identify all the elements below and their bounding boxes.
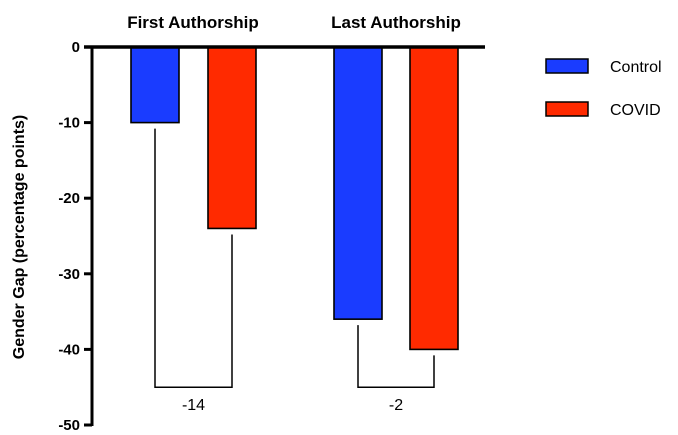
bar-control-last-authorship: [333, 46, 383, 320]
y-tick-label: -50: [58, 417, 80, 434]
legend-label-control: Control: [610, 59, 662, 76]
y-tick-label: -30: [58, 266, 80, 283]
bar-covid-first-authorship: [207, 46, 257, 230]
y-axis-label: Gender Gap (percentage points): [11, 115, 28, 359]
legend-label-covid: COVID: [610, 102, 661, 119]
y-tick-label: -40: [58, 341, 80, 358]
y-tick-label: -10: [58, 115, 80, 132]
difference-bracket: [154, 128, 233, 388]
bar-covid-last-authorship: [409, 46, 459, 351]
category-label-last-authorship: Last Authorship: [331, 13, 461, 32]
difference-bracket: [357, 325, 435, 388]
legend-swatch-control: [545, 58, 589, 74]
difference-label: -2: [389, 397, 403, 414]
legend: Control COVID: [545, 58, 662, 119]
plot-area: 0 -10 -20 -30 -40 -50 -14 -2: [58, 39, 485, 434]
legend-swatch-covid: [545, 101, 589, 117]
y-tick-label: 0: [72, 39, 80, 56]
y-tick-label: -20: [58, 190, 80, 207]
bar-control-first-authorship: [130, 46, 180, 124]
difference-label: -14: [182, 397, 205, 414]
category-label-first-authorship: First Authorship: [127, 13, 259, 32]
